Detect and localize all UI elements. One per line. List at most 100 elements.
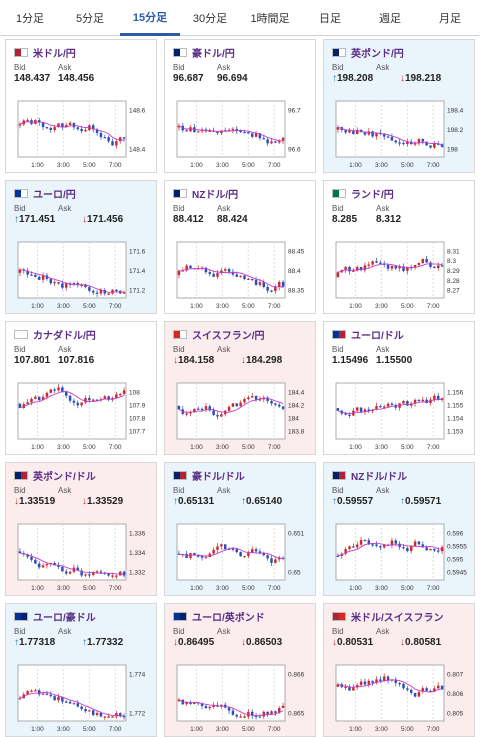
currency-card[interactable]: 英ポンド/ドル Bid Ask ↓1.33519 ↓1.33529 1.336 1… xyxy=(5,462,157,596)
candle-body xyxy=(375,406,378,410)
currency-card[interactable]: 英ポンド/円 Bid Ask ↑198.208 ↓198.218 198.4 19… xyxy=(323,39,475,173)
y-tick-label: 88.45 xyxy=(288,248,305,255)
candlestick-chart[interactable]: 184.4 184.2 184 183.8 1:00 3:00 5:00 7:00 xyxy=(173,379,309,452)
candle-body xyxy=(26,691,29,695)
candle-body xyxy=(436,550,440,552)
candlestick-chart[interactable]: 0.807 0.806 0.805 1:00 3:00 5:00 7:00 xyxy=(332,661,468,734)
candlestick-chart[interactable]: 1.336 1.334 1.332 1:00 3:00 5:00 7:00 xyxy=(14,520,150,593)
pair-name[interactable]: NZドル/ドル xyxy=(351,471,408,483)
pair-name[interactable]: ユーロ/英ポンド xyxy=(192,612,265,624)
pair-name[interactable]: 英ポンド/ドル xyxy=(33,471,96,483)
candle-body xyxy=(429,145,432,148)
candle-body xyxy=(367,264,371,266)
candle-body xyxy=(115,289,118,291)
candle-body xyxy=(425,258,428,263)
currency-card[interactable]: ランド/円 Bid Ask 8.285 8.312 8.31 8.3 8.29 8.2… xyxy=(323,180,475,314)
candlestick-chart[interactable]: 1.156 1.155 1.154 1.153 1:00 3:00 5:00 7:00 xyxy=(332,379,468,452)
candle-body xyxy=(266,711,269,715)
candle-body xyxy=(26,120,29,122)
candle-body xyxy=(270,141,273,144)
y-tick-label: 184 xyxy=(288,416,299,423)
candlestick-chart[interactable]: 88.45 88.4 88.35 1:00 3:00 5:00 7:00 xyxy=(173,238,309,311)
candle-body xyxy=(262,711,266,717)
candlestick-chart[interactable]: 96.7 96.6 1:00 3:00 5:00 7:00 xyxy=(173,97,309,170)
candlestick-chart[interactable]: 0.651 0.65 1:00 3:00 5:00 7:00 xyxy=(173,520,309,593)
moving-average-line xyxy=(337,679,443,693)
pair-name[interactable]: カナダドル/円 xyxy=(33,330,96,342)
x-tick-label: 5:00 xyxy=(401,162,414,169)
currency-card[interactable]: 米ドル/スイスフラン Bid Ask ↓0.80531 ↓0.80581 0.8… xyxy=(323,603,475,737)
candlestick-chart[interactable]: 148.6 148.4 1:00 3:00 5:00 7:00 xyxy=(14,97,150,170)
candle-body xyxy=(227,548,231,550)
tab-5min[interactable]: 5分足 xyxy=(75,13,105,25)
pair-name[interactable]: ユーロ/円 xyxy=(33,189,76,201)
y-tick-label: 1.336 xyxy=(129,530,146,537)
candlestick-chart[interactable]: 0.866 0.865 1:00 3:00 5:00 7:00 xyxy=(173,661,309,734)
x-tick-label: 1:00 xyxy=(349,726,362,733)
tab-30min[interactable]: 30分足 xyxy=(192,13,228,25)
candle-body xyxy=(177,270,181,276)
candle-body xyxy=(118,713,122,717)
bid-arrow-icon: ↓ xyxy=(14,496,19,507)
pair-name[interactable]: ランド/円 xyxy=(351,189,394,201)
tab-weekly[interactable]: 週足 xyxy=(379,13,401,25)
y-tick-label: 171.6 xyxy=(129,248,146,255)
currency-card[interactable]: 豪ドル/ドル Bid Ask ↑0.65131 ↑0.65140 0.651 0.… xyxy=(164,462,316,596)
candlestick-chart[interactable]: 108 107.9 107.8 107.7 1:00 3:00 5:00 7:00 xyxy=(14,379,150,452)
candle-body xyxy=(212,549,215,554)
pair-name[interactable]: 米ドル/円 xyxy=(33,48,76,60)
candle-body xyxy=(440,144,444,148)
candle-body xyxy=(61,283,64,288)
candle-body xyxy=(386,676,390,681)
candle-body xyxy=(189,553,192,558)
candle-body xyxy=(239,275,242,277)
candle-body xyxy=(352,546,355,548)
candle-body xyxy=(250,396,254,398)
candlestick-chart[interactable]: 198.4 198.2 198 1:00 3:00 5:00 7:00 xyxy=(332,97,468,170)
currency-card[interactable]: NZドル/ドル Bid Ask ↑0.59557 ↑0.59571 0.596 0… xyxy=(323,462,475,596)
candle-body xyxy=(398,682,401,685)
currency-card[interactable]: 米ドル/円 Bid Ask 148.437 148.456 148.6 148.4… xyxy=(5,39,157,173)
candlestick-chart[interactable]: 1.774 1.772 1:00 3:00 5:00 7:00 xyxy=(14,661,150,734)
candle-body xyxy=(115,575,118,577)
candle-body xyxy=(200,703,204,707)
tab-15min[interactable]: 15分足 xyxy=(120,0,180,36)
pair-name[interactable]: 豪ドル/円 xyxy=(192,48,235,60)
pair-name[interactable]: 豪ドル/ドル xyxy=(192,471,245,483)
pair-name[interactable]: NZドル/円 xyxy=(192,189,239,201)
pair-name[interactable]: ユーロ/ドル xyxy=(351,330,404,342)
x-tick-label: 3:00 xyxy=(216,585,229,592)
candle-body xyxy=(277,708,281,713)
tab-monthly[interactable]: 月足 xyxy=(439,13,461,25)
candle-body xyxy=(200,555,204,558)
currency-card[interactable]: ユーロ/豪ドル Bid Ask ↑1.77318 ↑1.77332 1.774 1… xyxy=(5,603,157,737)
currency-card[interactable]: ユーロ/円 Bid Ask ↑171.451 ↓171.456 171.6 171… xyxy=(5,180,157,314)
currency-card[interactable]: ユーロ/ドル Bid Ask 1.15496 1.15500 1.156 1.15… xyxy=(323,321,475,455)
tab-1hour[interactable]: 1時間足 xyxy=(250,13,290,25)
currency-card[interactable]: カナダドル/円 Bid Ask 107.801 107.816 108 107.9… xyxy=(5,321,157,455)
candle-body xyxy=(107,137,110,142)
currency-card[interactable]: 豪ドル/円 Bid Ask 96.687 96.694 96.7 96.6 1:00… xyxy=(164,39,316,173)
candlestick-chart[interactable]: 0.596 0.5955 0.595 0.5945 1:00 3:00 5:00 7:00 xyxy=(332,520,468,593)
currency-card[interactable]: スイスフラン/円 Bid Ask ↓184.158 ↓184.298 184.4… xyxy=(164,321,316,455)
candle-body xyxy=(115,713,118,717)
currency-card[interactable]: NZドル/円 Bid Ask 88.412 88.424 88.45 88.4 88… xyxy=(164,180,316,314)
candle-body xyxy=(413,541,417,547)
tab-1min[interactable]: 1分足 xyxy=(15,13,45,25)
candle-body xyxy=(258,282,262,285)
x-tick-label: 1:00 xyxy=(190,585,203,592)
pair-name[interactable]: ユーロ/豪ドル xyxy=(33,612,96,624)
ask-value: 107.816 xyxy=(58,355,94,366)
tab-daily[interactable]: 日足 xyxy=(319,13,341,25)
currency-card[interactable]: ユーロ/英ポンド Bid Ask ↓0.86495 ↓0.86503 0.866… xyxy=(164,603,316,737)
candle-body xyxy=(185,130,188,132)
candle-body xyxy=(266,555,269,559)
y-tick-label: 1.154 xyxy=(447,416,464,423)
pair-name[interactable]: 米ドル/スイスフラン xyxy=(351,612,444,624)
candlestick-chart[interactable]: 8.31 8.3 8.29 8.28 8.27 1:00 3:00 5:00 7:00 xyxy=(332,238,468,311)
pair-name[interactable]: スイスフラン/円 xyxy=(192,330,265,342)
pair-name[interactable]: 英ポンド/円 xyxy=(351,48,404,60)
candlestick-chart[interactable]: 171.6 171.4 171.2 1:00 3:00 5:00 7:00 xyxy=(14,238,150,311)
ask-price: 1.15500 xyxy=(376,355,413,366)
chart-svg: 1.156 1.155 1.154 1.153 1:00 3:00 5:00 7:00 xyxy=(335,382,464,451)
